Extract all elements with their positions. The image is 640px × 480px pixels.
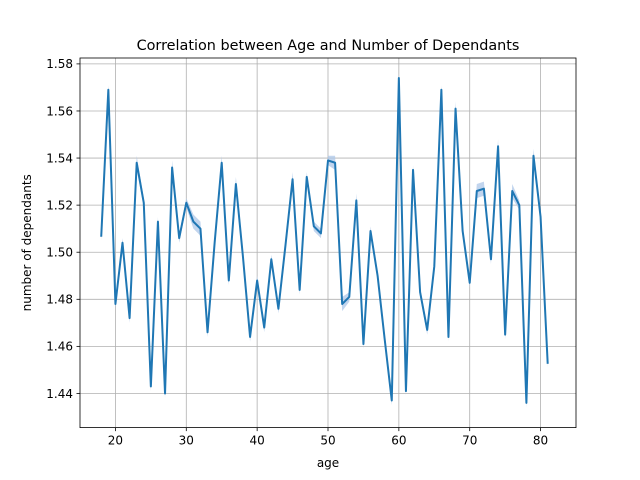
x-axis-title: age [317, 456, 339, 470]
chart-title: Correlation between Age and Number of De… [137, 38, 520, 54]
series-line [100, 77, 549, 404]
x-tick-label: 80 [533, 434, 548, 448]
y-axis-ticks: 1.44 1.46 1.48 1.50 1.52 1.54 1.56 1.58 [46, 57, 80, 401]
y-tick-label: 1.54 [46, 151, 73, 165]
x-axis-ticks: 20 30 40 50 60 70 80 [108, 427, 548, 448]
x-tick-label: 40 [250, 434, 265, 448]
y-tick-label: 1.48 [46, 293, 73, 307]
x-tick-label: 20 [108, 434, 123, 448]
x-tick-label: 30 [179, 434, 194, 448]
y-tick-label: 1.44 [46, 387, 73, 401]
y-axis-title: number of dependants [20, 174, 34, 311]
y-tick-label: 1.56 [46, 104, 73, 118]
x-tick-label: 60 [391, 434, 406, 448]
series-line-group [100, 77, 549, 404]
x-tick-label: 50 [320, 434, 335, 448]
y-tick-label: 1.46 [46, 340, 73, 354]
x-tick-label: 70 [462, 434, 477, 448]
y-tick-label: 1.50 [46, 246, 73, 260]
y-tick-label: 1.52 [46, 198, 73, 212]
y-tick-label: 1.58 [46, 57, 73, 71]
